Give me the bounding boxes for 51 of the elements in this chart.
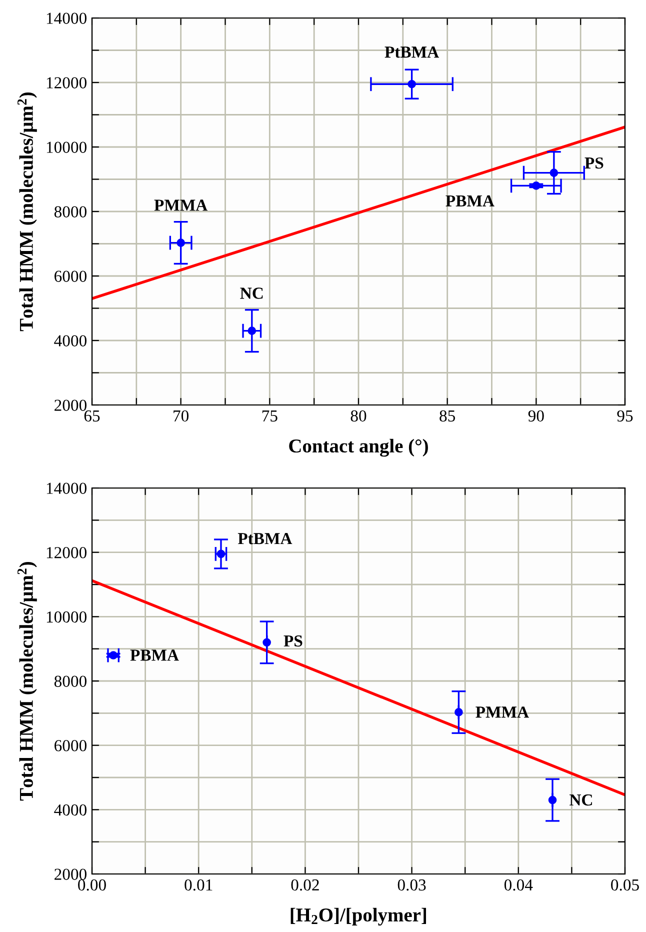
point bbox=[532, 182, 540, 190]
annotation: PS bbox=[284, 635, 302, 647]
y-tick-label: 8000 bbox=[54, 206, 87, 218]
x-tick-label: 0.05 bbox=[611, 879, 639, 891]
y-tick-label: 8000 bbox=[54, 676, 87, 687]
x-tick-label: 70 bbox=[174, 410, 189, 422]
x-tick-label: 0.03 bbox=[398, 879, 426, 891]
point bbox=[454, 708, 463, 716]
x-tick-label: 95 bbox=[617, 410, 633, 422]
annotation: NC bbox=[569, 794, 592, 806]
y-tick-label: 10000 bbox=[46, 611, 87, 623]
y-tick-label: 10000 bbox=[46, 142, 87, 153]
x-tick-label: 0.00 bbox=[78, 879, 106, 891]
point bbox=[176, 238, 185, 247]
x-tick-label: 65 bbox=[84, 410, 100, 422]
y-tick-label: 12000 bbox=[46, 77, 87, 88]
x-tick-label: 80 bbox=[350, 410, 366, 422]
annotation: PtBMA bbox=[238, 533, 292, 544]
point bbox=[408, 80, 416, 88]
x-tick-label: 90 bbox=[528, 410, 544, 422]
x-tick-label: 85 bbox=[440, 410, 456, 422]
y-axis-title: Total HMM (molecules/μm$^{2}$) bbox=[18, 92, 37, 332]
annotation: PMMA bbox=[154, 200, 208, 211]
point bbox=[550, 168, 558, 177]
annotation: PS bbox=[584, 157, 604, 169]
y-axis-title: Total HMM (molecules/μm$^{2}$) bbox=[18, 562, 37, 801]
x-axis-title: Contact angle (°) bbox=[289, 438, 428, 457]
y-tick-label: 12000 bbox=[46, 547, 87, 558]
x-tick-label: 0.02 bbox=[291, 879, 319, 891]
annotation: PBMA bbox=[130, 650, 179, 661]
y-tick-label: 4000 bbox=[54, 804, 87, 816]
annotation: PMMA bbox=[476, 706, 529, 718]
annotation: PtBMA bbox=[384, 46, 439, 58]
point bbox=[262, 638, 271, 647]
y-tick-label: 14000 bbox=[46, 482, 87, 494]
y-tick-label: 4000 bbox=[54, 335, 87, 346]
x-tick-label: 0.04 bbox=[504, 879, 533, 891]
x-tick-label: 75 bbox=[262, 410, 278, 422]
point bbox=[248, 326, 256, 335]
y-tick-label: 14000 bbox=[46, 12, 87, 24]
annotation: PBMA bbox=[446, 195, 494, 206]
y-tick-label: 6000 bbox=[54, 740, 87, 752]
x-tick-label: 0.01 bbox=[184, 879, 212, 891]
point bbox=[216, 550, 226, 558]
y-tick-label: 2000 bbox=[54, 868, 87, 880]
y-tick-label: 6000 bbox=[54, 270, 87, 282]
x-axis-title: [H$_{2}$O]/[polymer] bbox=[290, 908, 426, 926]
point bbox=[548, 796, 557, 804]
y-tick-label: 2000 bbox=[54, 400, 87, 411]
annotation: NC bbox=[240, 288, 263, 299]
point bbox=[109, 651, 118, 660]
